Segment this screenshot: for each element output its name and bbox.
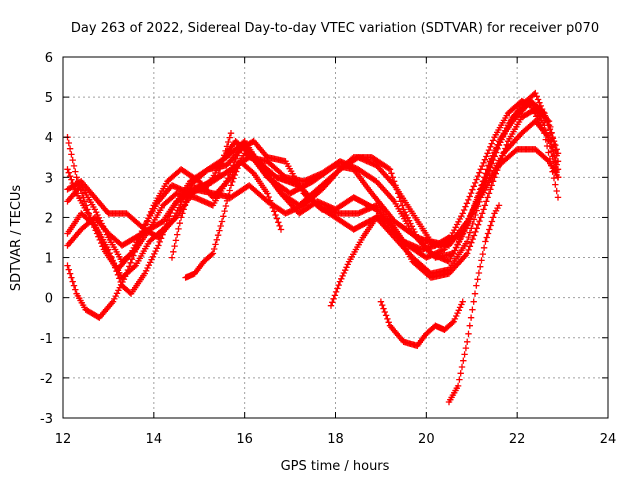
plus-markers [445,202,503,406]
x-axis-title: GPS time / hours [281,459,390,474]
series-track-j [327,214,453,309]
series-track-g [64,118,562,249]
y-tick-label: 0 [45,292,53,307]
chart-title: Day 263 of 2022, Sidereal Day-to-day VTE… [71,21,599,36]
plus-markers [64,118,562,249]
y-tick-label: -3 [40,412,53,427]
y-tick-label: 4 [45,131,53,146]
plus-markers [182,158,285,281]
y-tick-label: 3 [45,171,53,186]
y-tick-label: 6 [45,51,53,66]
y-tick-label: 2 [45,211,53,226]
x-tick-label: 24 [600,432,617,447]
y-tick-label: -2 [40,372,53,387]
x-tick-label: 14 [146,432,163,447]
y-axis-title: SDTVAR / TECUs [9,185,24,292]
plus-markers [168,130,235,261]
y-tick-label: -1 [40,332,53,347]
series-track-l [445,202,503,406]
x-tick-label: 16 [236,432,253,447]
y-tick-label: 5 [45,91,53,106]
series-track-k [377,298,466,349]
y-tick-label: 1 [45,252,53,267]
axis-ticks [62,56,609,419]
x-tick-label: 20 [418,432,435,447]
plus-markers [327,214,453,309]
x-tick-label: 18 [327,432,344,447]
x-tick-label: 22 [509,432,526,447]
series-track-f [64,97,562,281]
data-points [64,89,562,406]
series-track-h [182,158,285,281]
series-track-i [168,130,235,261]
plus-markers [64,97,562,281]
plus-markers [377,298,466,349]
x-tick-label: 12 [55,432,72,447]
